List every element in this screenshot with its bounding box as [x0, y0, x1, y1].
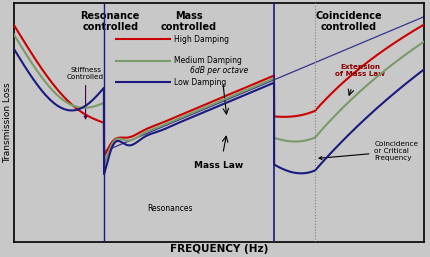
Y-axis label: Transmission Loss: Transmission Loss [3, 82, 12, 163]
Text: Resonances: Resonances [147, 205, 192, 214]
Text: High Damping: High Damping [173, 35, 228, 44]
X-axis label: FREQUENCY (Hz): FREQUENCY (Hz) [169, 244, 267, 253]
Text: Mass Law: Mass Law [194, 161, 243, 170]
Text: Resonance
controlled: Resonance controlled [80, 11, 140, 32]
Text: Extension
of Mass Law: Extension of Mass Law [334, 64, 384, 77]
Text: 6dB per octave: 6dB per octave [189, 66, 247, 75]
Text: Medium Damping: Medium Damping [173, 56, 241, 65]
Text: Stiffness
Controlled: Stiffness Controlled [67, 67, 104, 119]
Text: Coincidence
or Critical
Frequency: Coincidence or Critical Frequency [318, 141, 418, 161]
Text: Mass
controlled: Mass controlled [160, 11, 217, 32]
Text: Coincidence
controlled: Coincidence controlled [315, 11, 381, 32]
Text: Low Damping: Low Damping [173, 78, 225, 87]
